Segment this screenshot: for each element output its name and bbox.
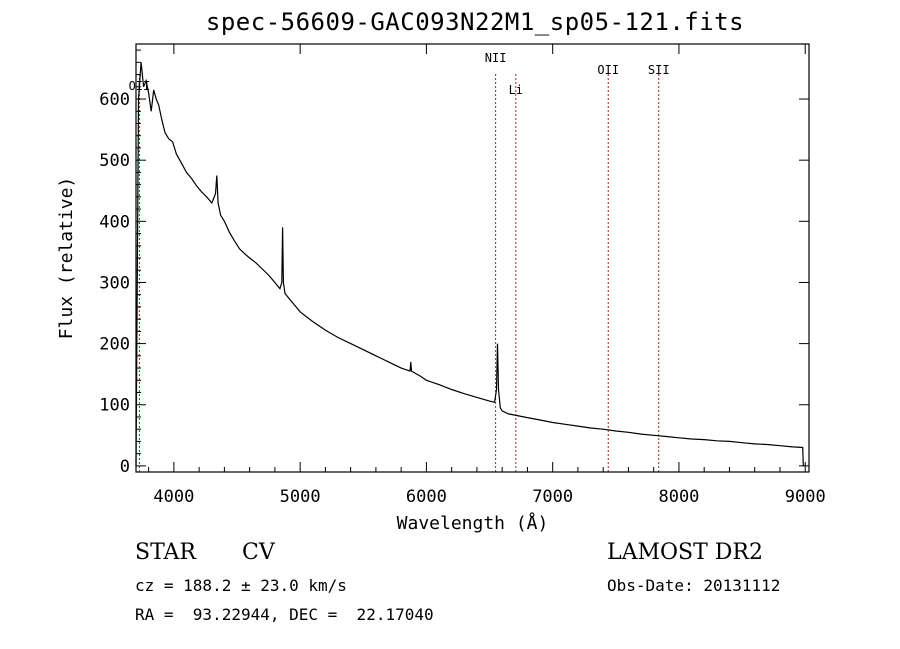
x-tick-label: 7000 bbox=[532, 487, 573, 507]
x-axis-ticks: 4000 5000 6000 7000 8000 9000 bbox=[148, 44, 826, 507]
y-tick-label: 100 bbox=[99, 396, 130, 416]
x-tick-label: 8000 bbox=[658, 487, 699, 507]
line-marker-label-2: Li bbox=[509, 83, 523, 97]
y-tick-label: 0 bbox=[120, 457, 130, 477]
y-axis-label: Flux (relative) bbox=[56, 177, 77, 340]
figure-title: spec-56609-GAC093N22M1_sp05-121.fits bbox=[205, 8, 745, 36]
y-tick-label: 200 bbox=[99, 335, 130, 355]
y-tick-label: 300 bbox=[99, 273, 130, 293]
x-tick-label: 9000 bbox=[785, 487, 826, 507]
coordinates: RA = 93.22944, DEC = 22.17040 bbox=[135, 605, 434, 624]
y-tick-label: 400 bbox=[99, 212, 130, 232]
plot-frame bbox=[135, 43, 810, 473]
survey-name: LAMOST DR2 bbox=[607, 540, 763, 565]
y-tick-label: 500 bbox=[99, 151, 130, 171]
x-tick-label: 5000 bbox=[280, 487, 321, 507]
line-marker-label-3: OII bbox=[597, 63, 619, 77]
object-subclass: CV bbox=[242, 540, 275, 565]
observation-date: Obs-Date: 20131112 bbox=[607, 576, 781, 595]
x-axis-label: Wavelength (Å) bbox=[397, 512, 549, 534]
x-tick-label: 4000 bbox=[153, 487, 194, 507]
x-tick-label: 6000 bbox=[406, 487, 447, 507]
y-tick-label: 600 bbox=[99, 90, 130, 110]
spectrum-line bbox=[135, 62, 804, 466]
redshift-velocity: cz = 188.2 ± 23.0 km/s bbox=[135, 576, 347, 595]
line-marker-label-1: NII bbox=[485, 51, 507, 65]
y-axis-ticks: 0 100 200 300 400 500 600 bbox=[99, 49, 809, 477]
line-marker-label-4: SII bbox=[648, 63, 670, 77]
object-class: STAR bbox=[135, 540, 196, 565]
